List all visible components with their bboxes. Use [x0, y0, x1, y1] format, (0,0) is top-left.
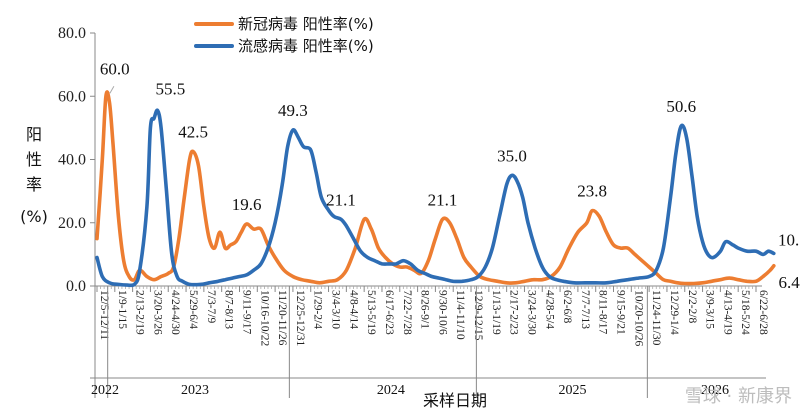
year-label: 2023	[181, 383, 209, 398]
x-tick-label: 7/3-7/9	[205, 290, 217, 323]
x-tick-label: 7/7-7/13	[579, 290, 591, 329]
x-tick-label: 3/4-3/10	[330, 290, 342, 329]
data-label: 10.3	[778, 230, 800, 249]
year-label: 2026	[701, 383, 729, 398]
data-label: 6.4	[779, 273, 800, 292]
year-label: 2022	[91, 383, 119, 398]
x-tick-label: 11/20-11/26	[276, 290, 288, 346]
x-tick-label: 1/29-2/4	[312, 290, 324, 329]
y-axis-title-part: (%)	[20, 207, 48, 226]
data-label: 21.1	[326, 190, 356, 209]
x-tick-label: 12/5-12/11	[98, 290, 110, 340]
x-tick-label: 11/4-11/10	[454, 290, 466, 340]
x-tick-label: 4/24-4/30	[169, 290, 181, 335]
data-label: 42.5	[178, 123, 208, 142]
x-tick-label: 9/11-9/17	[240, 290, 252, 335]
x-tick-label: 11/24-11/30	[650, 290, 662, 346]
year-label: 2025	[559, 383, 587, 398]
x-tick-label: 12/29-1/4	[668, 290, 680, 335]
x-tick-label: 10/16-10/22	[258, 290, 270, 346]
x-tick-label: 12/9-12/15	[472, 290, 484, 341]
y-tick-label: 40.0	[58, 152, 86, 169]
y-tick-label: 20.0	[58, 215, 86, 232]
x-tick-label: 5/13-5/19	[365, 290, 377, 335]
series-line-covid	[95, 90, 776, 286]
x-axis-title: 采样日期	[423, 391, 487, 410]
x-tick-label: 6/2-6/8	[561, 290, 573, 323]
data-label-leader	[109, 86, 115, 94]
x-tick-label: 3/20-3/26	[151, 290, 163, 335]
data-label: 50.6	[666, 97, 696, 116]
data-label: 49.3	[278, 101, 308, 120]
year-label: 2024	[377, 383, 405, 398]
data-label: 35.0	[497, 146, 527, 165]
x-tick-label: 7/22-7/28	[401, 290, 413, 335]
data-labels: 60.0 55.5 42.5 19.6 49.3 21.1 21.1 35.0 23.8 50.6…	[100, 59, 800, 292]
year-labels: 2022 2023 2024 2025 2026	[90, 286, 766, 398]
x-tick-label: 5/29-6/4	[187, 290, 199, 329]
y-tick-label: 0.0	[66, 278, 86, 295]
y-axis-title-part: 性	[26, 150, 42, 169]
x-tick-label: 8/7-8/13	[223, 290, 235, 329]
y-axis-title-part: 阳	[26, 125, 42, 144]
x-axis: 12/5-12/11 1/9-1/15 2/13-2/19 3/20-3/26 4/24…	[95, 285, 769, 346]
data-label: 55.5	[156, 79, 186, 98]
x-tick-label: 9/15-9/21	[615, 290, 627, 335]
data-label: 19.6	[232, 195, 262, 214]
watermark: 雪球 · 新康界	[685, 386, 792, 407]
y-axis-title: 阳性率 (%)	[20, 125, 48, 226]
x-tick-label: 5/18-5/24	[739, 290, 751, 335]
x-tick-label: 4/28-5/4	[543, 290, 555, 329]
x-tick-label: 3/24-3/30	[525, 290, 537, 335]
y-tick-label: 80.0	[58, 25, 86, 42]
x-tick-label: 1/9-1/15	[116, 290, 128, 329]
x-tick-label: 9/30-10/6	[436, 290, 448, 335]
series-layer	[95, 90, 776, 288]
x-tick-label: 12/25-12/31	[294, 290, 306, 346]
data-label: 60.0	[100, 59, 130, 78]
x-tick-label: 4/8-4/14	[347, 290, 359, 329]
x-tick-label: 10/20-10/26	[632, 290, 644, 346]
x-tick-label: 6/17-6/23	[383, 290, 395, 335]
series-line-flu	[95, 108, 776, 288]
y-tick-label: 60.0	[58, 88, 86, 105]
y-axis: 0.0 20.0 40.0 60.0 80.0	[58, 25, 96, 295]
legend-label-covid: 新冠病毒 阳性率(%)	[238, 15, 374, 33]
data-label: 23.8	[577, 182, 607, 201]
x-tick-label: 8/26-9/1	[419, 290, 431, 329]
x-tick-label: 2/13-2/19	[134, 290, 146, 335]
data-label: 21.1	[428, 190, 458, 209]
legend-label-flu: 流感病毒 阳性率(%)	[238, 37, 374, 55]
x-tick-label: 4/13-4/19	[721, 290, 733, 335]
x-tick-label: 2/17-2/23	[508, 290, 520, 335]
legend: 新冠病毒 阳性率(%) 流感病毒 阳性率(%)	[194, 15, 374, 55]
x-tick-label: 8/11-8/17	[597, 290, 609, 335]
x-tick-label: 6/22-6/28	[757, 290, 769, 335]
x-tick-label: 3/9-3/15	[704, 290, 716, 329]
x-tick-label: 1/13-1/19	[490, 290, 502, 335]
x-tick-label: 2/2-2/8	[686, 290, 698, 323]
y-axis-title-part: 率	[26, 175, 42, 194]
